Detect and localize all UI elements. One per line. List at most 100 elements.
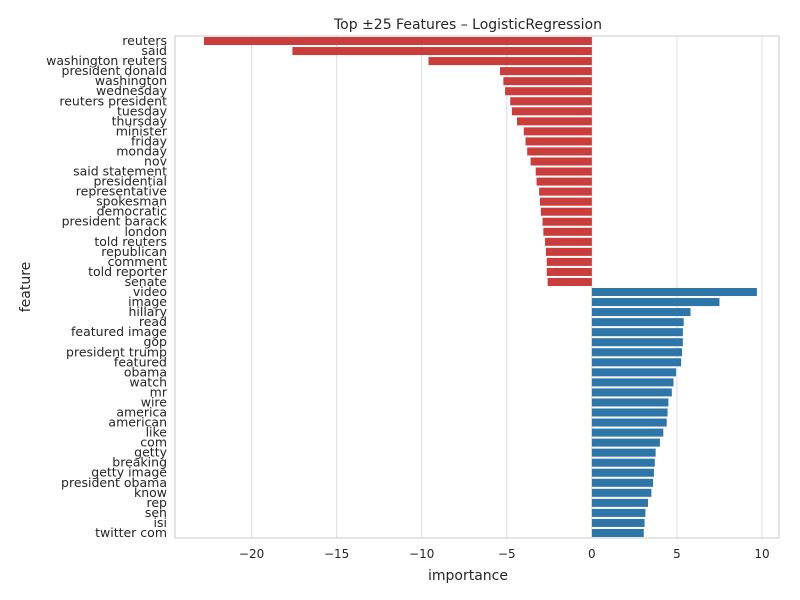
bar bbox=[591, 358, 682, 367]
y-tick-label: told reuters bbox=[94, 234, 167, 249]
y-tick-label: image bbox=[128, 294, 167, 309]
bar bbox=[591, 398, 669, 407]
bar bbox=[591, 408, 668, 417]
x-tick-label: −15 bbox=[324, 547, 349, 561]
bar bbox=[536, 177, 592, 186]
bar bbox=[546, 267, 592, 276]
y-tick-label: america bbox=[116, 405, 167, 420]
bar bbox=[591, 438, 660, 447]
bar bbox=[523, 127, 592, 136]
y-axis-label: feature bbox=[18, 262, 34, 313]
y-tick-label: spokesman bbox=[96, 194, 167, 209]
y-tick-label: told reporter bbox=[88, 264, 168, 279]
y-tick-label: gop bbox=[143, 334, 167, 349]
y-tick-label: wednesday bbox=[96, 83, 168, 98]
bar bbox=[505, 87, 592, 96]
y-tick-label: isi bbox=[154, 515, 167, 530]
bar bbox=[503, 77, 592, 86]
y-tick-label: reuters president bbox=[59, 93, 167, 108]
y-tick-label: breaking bbox=[112, 455, 167, 470]
bar bbox=[591, 298, 720, 307]
bar bbox=[591, 348, 683, 357]
y-tick-label: monday bbox=[116, 143, 167, 158]
y-tick-label: thursday bbox=[112, 113, 168, 128]
bar bbox=[527, 147, 592, 156]
y-tick-label: wire bbox=[141, 394, 168, 409]
bar bbox=[525, 137, 592, 146]
bar bbox=[591, 318, 684, 327]
y-tick-label: obama bbox=[124, 364, 167, 379]
y-tick-label: twitter com bbox=[95, 525, 167, 540]
y-tick-label: hillary bbox=[128, 304, 167, 319]
y-tick-label: london bbox=[124, 224, 167, 239]
y-tick-label: getty bbox=[134, 445, 167, 460]
y-tick-label: reuters bbox=[122, 33, 167, 48]
y-tick-label: democratic bbox=[97, 204, 167, 219]
y-tick-label: com bbox=[140, 435, 167, 450]
bar bbox=[516, 117, 592, 126]
y-tick-label: nov bbox=[144, 154, 168, 169]
y-tick-label: representative bbox=[76, 184, 168, 199]
y-tick-label: friday bbox=[131, 133, 168, 148]
chart-title: Top ±25 Features – LogisticRegression bbox=[333, 17, 602, 33]
bar bbox=[591, 488, 652, 497]
bar bbox=[591, 378, 674, 387]
bar bbox=[591, 328, 683, 337]
bar bbox=[547, 277, 592, 286]
y-tick-label: mr bbox=[150, 384, 168, 399]
bar bbox=[428, 57, 592, 66]
bar bbox=[292, 47, 592, 56]
bar bbox=[591, 468, 654, 477]
bar bbox=[591, 508, 646, 517]
bar bbox=[591, 368, 677, 377]
x-axis-label: importance bbox=[428, 568, 508, 584]
bar bbox=[591, 428, 664, 437]
y-tick-label: tuesday bbox=[117, 103, 168, 118]
bar bbox=[530, 157, 592, 166]
x-tick-label: 10 bbox=[754, 547, 769, 561]
y-tick-label: minister bbox=[116, 123, 168, 138]
bar bbox=[539, 187, 592, 196]
bar bbox=[591, 288, 757, 297]
bar bbox=[511, 107, 592, 116]
y-tick-label: rep bbox=[147, 495, 168, 510]
x-tick-label: −20 bbox=[239, 547, 264, 561]
bar bbox=[591, 458, 655, 467]
bar bbox=[499, 67, 592, 76]
x-tick-labels: −20 −15 −10 −5 0 5 10 bbox=[239, 547, 770, 561]
y-tick-label: washington reuters bbox=[46, 53, 167, 68]
y-tick-label: comment bbox=[108, 254, 167, 269]
x-tick-label: 0 bbox=[588, 547, 596, 561]
y-tick-label: getty image bbox=[91, 465, 167, 480]
y-tick-label: like bbox=[146, 425, 168, 440]
y-tick-label: featured bbox=[114, 354, 167, 369]
plot-frame bbox=[174, 35, 780, 539]
bar bbox=[591, 528, 644, 537]
y-tick-label: read bbox=[139, 314, 167, 329]
y-tick-label: video bbox=[133, 284, 167, 299]
bar bbox=[591, 308, 691, 317]
y-tick-label: president obama bbox=[61, 475, 167, 490]
bar bbox=[510, 97, 592, 106]
y-tick-label: washington bbox=[95, 73, 167, 88]
bar bbox=[543, 227, 592, 236]
bar bbox=[540, 207, 592, 216]
bar bbox=[545, 237, 592, 246]
bar bbox=[535, 167, 592, 176]
bar bbox=[591, 338, 683, 347]
bar bbox=[545, 247, 592, 256]
bar bbox=[591, 388, 672, 397]
bar bbox=[591, 518, 645, 527]
bar bbox=[591, 498, 648, 507]
y-tick-label: know bbox=[134, 485, 167, 500]
y-tick-label: american bbox=[108, 415, 167, 430]
y-tick-label: president donald bbox=[62, 63, 167, 78]
plot-area bbox=[175, 36, 779, 538]
x-tick-label: 5 bbox=[673, 547, 681, 561]
bar bbox=[539, 197, 592, 206]
y-tick-label: watch bbox=[129, 374, 167, 389]
y-tick-label: said bbox=[141, 43, 167, 58]
y-tick-label: featured image bbox=[71, 324, 167, 339]
